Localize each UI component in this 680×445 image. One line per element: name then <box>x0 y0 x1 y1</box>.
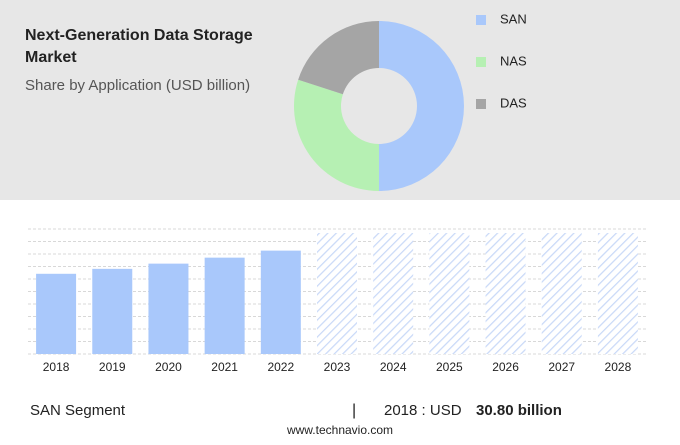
footer-value: 30.80 billion <box>476 402 562 419</box>
donut-slice <box>294 79 379 191</box>
footer-segment: SAN Segment <box>30 402 126 419</box>
legend-label: DAS <box>500 95 527 110</box>
legend-label: NAS <box>500 53 527 68</box>
bar <box>148 263 189 354</box>
chart-subtitle: Share by Application (USD billion) <box>25 77 250 94</box>
forecast-placeholder <box>429 233 470 354</box>
donut-slice <box>298 21 379 95</box>
bar <box>92 268 133 354</box>
x-tick-label: 2025 <box>436 360 463 374</box>
x-tick-label: 2022 <box>267 360 294 374</box>
x-tick-label: 2024 <box>380 360 407 374</box>
forecast-placeholder <box>373 233 414 354</box>
forecast-placeholder <box>541 233 582 354</box>
footer-source: www.technavio.com <box>286 423 393 437</box>
legend-swatch <box>476 99 486 109</box>
legend-swatch <box>476 57 486 67</box>
x-tick-label: 2020 <box>155 360 182 374</box>
forecast-placeholder <box>597 233 638 354</box>
x-tick-label: 2023 <box>324 360 351 374</box>
bar <box>204 257 245 354</box>
x-tick-label: 2019 <box>99 360 126 374</box>
footer-year: 2018 : USD <box>384 402 462 419</box>
bar <box>36 273 77 354</box>
x-tick-label: 2026 <box>492 360 519 374</box>
x-tick-label: 2021 <box>211 360 238 374</box>
bar <box>260 250 301 354</box>
forecast-placeholder <box>317 233 357 354</box>
legend-swatch <box>476 15 486 25</box>
x-tick-label: 2018 <box>43 360 70 374</box>
legend-label: SAN <box>500 11 527 26</box>
x-tick-label: 2028 <box>605 360 632 374</box>
forecast-placeholder <box>485 233 526 354</box>
donut-slice <box>379 21 464 191</box>
x-tick-label: 2027 <box>548 360 575 374</box>
chart-title: Next-Generation Data Storage Market <box>25 27 253 66</box>
footer-separator: | <box>352 402 356 419</box>
